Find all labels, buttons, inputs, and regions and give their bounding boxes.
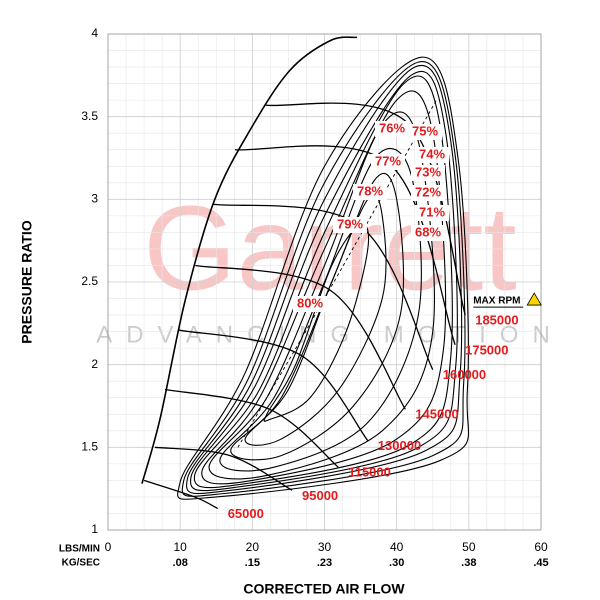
label-bg — [375, 121, 409, 137]
label-bg — [415, 147, 449, 163]
y-tick-label: 4 — [91, 26, 98, 40]
efficiency-island — [208, 111, 435, 480]
y-tick-label: 1 — [91, 522, 98, 536]
speed-label: 95000 — [302, 488, 338, 503]
label-bg — [411, 185, 445, 201]
x-unit: LBS/MIN — [59, 544, 100, 555]
efficiency-label: 73% — [415, 164, 441, 179]
speed-line — [164, 388, 339, 468]
speed-label: 115000 — [348, 465, 391, 480]
label-bg — [371, 154, 405, 170]
label-bg — [415, 205, 449, 221]
efficiency-label: 75% — [412, 123, 438, 138]
speed-label: 145000 — [415, 407, 458, 422]
y-tick-label: 3.5 — [81, 109, 98, 123]
y-tick-label: 1.5 — [81, 440, 98, 454]
plot-frame — [107, 33, 542, 531]
efficiency-label: 74% — [419, 146, 445, 161]
efficiency-island — [263, 223, 370, 422]
y-tick-label: 2 — [91, 357, 98, 371]
speed-label: 130000 — [378, 438, 421, 453]
label-bg — [408, 124, 442, 140]
speed-line — [177, 329, 369, 442]
x2-tick-label: .45 — [533, 557, 548, 569]
x-tick-label: 60 — [534, 540, 548, 554]
speed-label: 160000 — [443, 367, 486, 382]
efficiency-island — [230, 173, 404, 461]
efficiency-label: 71% — [419, 204, 445, 219]
y-tick-label: 3 — [91, 192, 98, 206]
x2-tick-label: .30 — [389, 557, 404, 569]
speed-line — [195, 264, 406, 410]
x2-tick-label: .08 — [173, 557, 188, 569]
efficiency-label: 76% — [379, 120, 405, 135]
x2-tick-label: .23 — [317, 557, 332, 569]
label-bg — [411, 225, 445, 241]
efficiency-label: 77% — [375, 153, 401, 168]
speed-line — [154, 446, 293, 491]
label-bg — [333, 217, 367, 233]
label-bg — [353, 184, 387, 200]
surge-line — [141, 36, 358, 484]
efficiency-label: 78% — [357, 183, 383, 198]
x2-unit: KG/SEC — [62, 558, 100, 569]
efficiency-label: 80% — [297, 295, 323, 310]
speed-line — [143, 479, 218, 510]
x2-tick-label: .38 — [461, 557, 476, 569]
speed-label: 65000 — [228, 506, 264, 521]
x-tick-label: 10 — [173, 540, 187, 554]
y-axis-label: PRESSURE RATIO — [19, 220, 35, 344]
label-bg — [411, 165, 445, 181]
x-tick-label: 40 — [390, 540, 404, 554]
efficiency-label: 68% — [415, 224, 441, 239]
efficiency-line — [237, 99, 437, 448]
x-axis-label: CORRECTED AIR FLOW — [243, 581, 405, 597]
x-tick-label: 0 — [105, 540, 112, 554]
x2-tick-label: .15 — [245, 557, 260, 569]
efficiency-island — [186, 64, 463, 494]
y-tick-label: 2.5 — [81, 274, 98, 288]
label-bg — [293, 296, 327, 312]
max-rpm-label: MAX RPM — [473, 296, 520, 307]
efficiency-label: 72% — [415, 184, 441, 199]
efficiency-island — [244, 194, 387, 446]
efficiency-label: 79% — [337, 216, 363, 231]
watermark-sub: ADVANCING MOTION — [96, 321, 564, 348]
x-tick-label: 30 — [318, 540, 332, 554]
efficiency-island — [177, 56, 470, 500]
x-tick-label: 20 — [246, 540, 260, 554]
efficiency-island — [190, 70, 458, 492]
speed-label: 175000 — [465, 342, 508, 357]
x-tick-label: 50 — [462, 540, 476, 554]
efficiency-island — [181, 61, 466, 497]
speed-label: 185000 — [475, 313, 518, 328]
warning-icon — [526, 292, 542, 306]
